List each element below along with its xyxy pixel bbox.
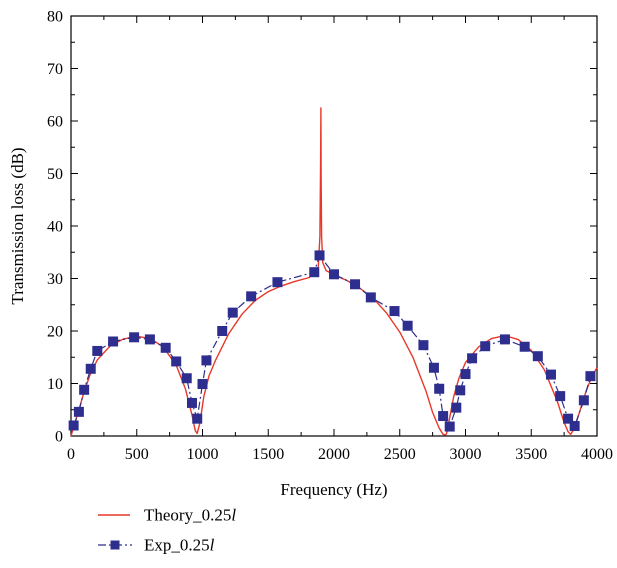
exp-data-point <box>201 355 212 366</box>
exp-data-point <box>578 395 589 406</box>
exp-data-point <box>181 373 192 384</box>
exp-data-point <box>186 397 197 408</box>
x-tick-label: 2000 <box>318 446 350 463</box>
exp-data-point <box>480 341 491 352</box>
exp-data-point <box>160 342 171 353</box>
y-tick-label: 0 <box>55 429 63 446</box>
exp-data-point <box>144 334 155 345</box>
series-theory-line <box>70 107 598 437</box>
x-tick-label: 1000 <box>187 446 219 463</box>
exp-data-point <box>272 277 283 288</box>
exp-data-point <box>192 413 203 424</box>
exp-data-point <box>532 351 543 362</box>
exp-data-point <box>129 332 140 343</box>
legend-label-italic: l <box>210 536 215 555</box>
exp-data-point <box>85 363 96 374</box>
exp-data-point <box>227 307 238 318</box>
y-tick-label: 20 <box>47 324 63 341</box>
x-tick-label: 500 <box>125 446 149 463</box>
exp-data-point <box>434 383 445 394</box>
y-axis-title: Transmission loss (dB) <box>8 147 27 304</box>
y-tick-label: 70 <box>47 61 63 78</box>
exp-data-point <box>108 336 119 347</box>
y-tick-label: 60 <box>47 114 63 131</box>
exp-data-point <box>563 413 574 424</box>
exp-data-point <box>309 267 320 278</box>
x-tick-label: 3500 <box>515 446 547 463</box>
exp-data-point <box>402 320 413 331</box>
exp-data-point <box>585 371 596 382</box>
exp-data-point <box>92 345 103 356</box>
y-tick-label: 40 <box>47 219 63 236</box>
exp-data-point <box>545 369 556 380</box>
legend-label-italic: l <box>231 506 236 525</box>
exp-data-point <box>329 269 339 280</box>
exp-data-point <box>418 340 429 351</box>
legend-label-main: Theory_0.25 <box>144 506 231 525</box>
exp-data-point <box>455 385 466 396</box>
exp-data-point <box>555 391 566 402</box>
exp-data-point <box>499 334 510 345</box>
x-tick-label: 1500 <box>252 446 284 463</box>
exp-data-point <box>217 326 228 336</box>
exp-data-point <box>350 279 361 290</box>
plot-frame <box>70 15 598 437</box>
x-tick-label: 0 <box>67 446 75 463</box>
y-tick-label: 10 <box>47 376 63 393</box>
exp-data-point <box>444 421 455 432</box>
exp-data-point <box>79 384 90 395</box>
legend-label-main: Exp_0.25 <box>144 536 210 555</box>
y-tick-label: 50 <box>47 166 63 183</box>
series-layer <box>68 107 598 437</box>
y-tick-label: 30 <box>47 271 63 288</box>
x-axis-ticks: 0 500 1000 1500 2000 2500 3000 3500 4000 <box>67 16 613 463</box>
exp-data-point <box>569 421 580 432</box>
legend-label: Theory_0.25l <box>144 506 236 525</box>
y-tick-label: 80 <box>47 9 63 26</box>
exp-data-point <box>246 291 257 302</box>
x-tick-label: 2500 <box>384 446 416 463</box>
exp-data-point <box>365 292 376 303</box>
exp-data-point <box>438 411 449 422</box>
x-tick-label: 3000 <box>450 446 482 463</box>
y-axis-ticks: 0 10 20 30 40 50 60 70 80 <box>47 9 597 446</box>
exp-data-point <box>460 369 471 380</box>
legend-label: Exp_0.25l <box>144 536 215 555</box>
x-tick-label: 4000 <box>581 446 613 463</box>
exp-data-point <box>519 341 530 352</box>
exp-data-point <box>73 406 84 417</box>
exp-data-point <box>314 250 325 261</box>
exp-data-point <box>197 379 208 390</box>
legend-exp-swatch-marker <box>110 540 120 550</box>
exp-data-point <box>171 356 182 367</box>
exp-data-point <box>467 353 478 364</box>
exp-data-point <box>451 402 462 413</box>
exp-data-point <box>389 306 400 317</box>
plot-border <box>70 15 598 437</box>
exp-data-point <box>68 420 79 431</box>
exp-data-point <box>428 362 439 373</box>
x-axis-title: Frequency (Hz) <box>280 480 387 499</box>
